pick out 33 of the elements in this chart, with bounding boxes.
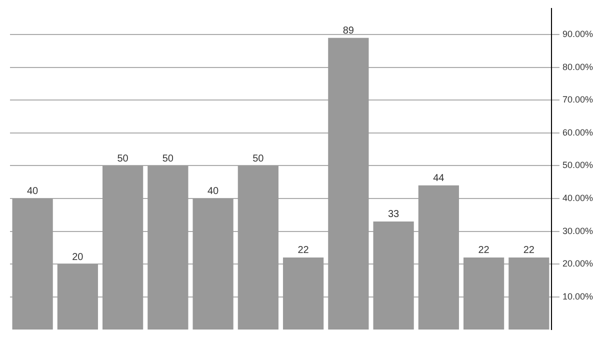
- data-label: 44: [433, 173, 445, 184]
- data-label: 22: [298, 245, 310, 256]
- bar: [238, 166, 278, 330]
- y-tick-label: 70.00%: [562, 94, 594, 105]
- bar: [463, 257, 504, 330]
- y-tick-label: 10.00%: [562, 291, 594, 302]
- y-tick-label: 80.00%: [562, 62, 594, 72]
- data-label: 40: [27, 186, 39, 198]
- y-tick-label: 60.00%: [562, 127, 594, 138]
- bar: [148, 166, 188, 330]
- data-label: 40: [207, 186, 220, 198]
- bar: [282, 257, 324, 330]
- y-tick-label: 20.00%: [562, 258, 594, 269]
- bar: [328, 38, 369, 330]
- y-tick-label: 90.00%: [562, 29, 594, 40]
- data-label: 89: [342, 26, 354, 37]
- y-tick-label: 50.00%: [562, 160, 594, 170]
- data-label: 22: [523, 245, 535, 256]
- bar: [192, 198, 234, 330]
- data-label: 50: [117, 153, 129, 164]
- data-label: 50: [162, 153, 174, 164]
- data-label: 50: [252, 153, 264, 164]
- data-label: 20: [72, 252, 84, 263]
- bar: [508, 257, 550, 330]
- bar: [102, 166, 144, 330]
- y-tick-label: 30.00%: [562, 226, 594, 236]
- bar: [373, 221, 414, 330]
- y-tick-label: 40.00%: [562, 192, 594, 203]
- data-label: 22: [478, 245, 490, 256]
- bar: [418, 185, 459, 330]
- bar: [12, 198, 53, 330]
- bar: [57, 264, 98, 330]
- data-label: 33: [388, 209, 400, 220]
